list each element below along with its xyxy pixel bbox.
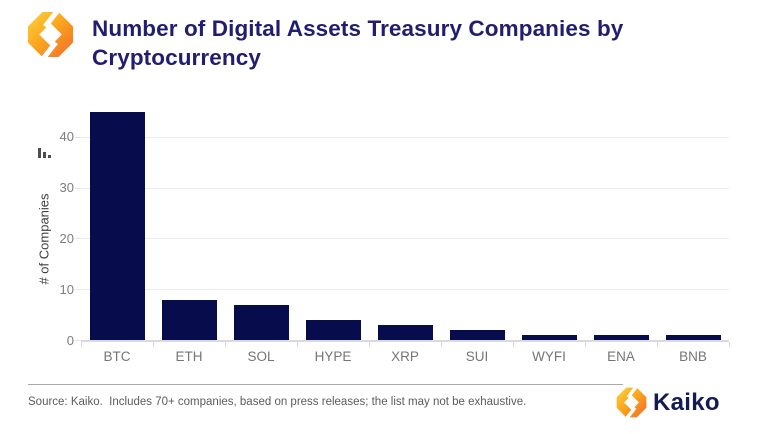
x-tick-label-ETH: ETH bbox=[175, 348, 203, 364]
gridline-10 bbox=[81, 289, 729, 291]
kaiko-wordmark: Kaiko bbox=[653, 389, 720, 416]
page-title-line-1: Number of Digital Assets Treasury Compan… bbox=[92, 16, 624, 41]
bar-SOL bbox=[233, 304, 289, 341]
bar-XRP bbox=[377, 325, 433, 341]
x-tick-mark-3 bbox=[297, 341, 298, 347]
y-tick-mark-0 bbox=[75, 340, 81, 341]
x-tick-label-ENA: ENA bbox=[607, 348, 635, 364]
kaiko-footer-logo-icon bbox=[616, 384, 647, 421]
bar-ENA bbox=[593, 335, 649, 341]
x-tick-mark-1 bbox=[153, 341, 154, 347]
y-tick-mark-40 bbox=[75, 136, 81, 138]
mini-bar-chart-icon bbox=[38, 146, 54, 159]
x-tick-mark-4 bbox=[369, 341, 370, 347]
y-tick-label-40: 40 bbox=[59, 129, 74, 145]
y-tick-mark-30 bbox=[75, 187, 81, 189]
bar-BTC bbox=[89, 112, 145, 341]
x-tick-mark-9 bbox=[729, 341, 730, 347]
x-tick-label-WYFI: WYFI bbox=[532, 348, 566, 364]
x-tick-label-SOL: SOL bbox=[247, 348, 275, 364]
x-tick-label-XRP: XRP bbox=[391, 348, 419, 364]
x-tick-label-BNB: BNB bbox=[679, 348, 707, 364]
gridline-30 bbox=[81, 187, 729, 189]
y-tick-label-0: 0 bbox=[66, 332, 74, 348]
bar-HYPE bbox=[305, 320, 361, 341]
kaiko-logo-icon bbox=[27, 7, 74, 62]
x-tick-mark-7 bbox=[585, 341, 586, 347]
y-tick-label-10: 10 bbox=[59, 281, 74, 297]
x-tick-mark-8 bbox=[657, 341, 658, 347]
bar-SUI bbox=[449, 330, 505, 341]
x-tick-label-BTC: BTC bbox=[103, 348, 131, 364]
gridline-40 bbox=[81, 136, 729, 138]
bar-ETH bbox=[161, 299, 217, 341]
gridline-20 bbox=[81, 238, 729, 240]
y-tick-mark-20 bbox=[75, 238, 81, 240]
y-tick-label-20: 20 bbox=[59, 230, 74, 246]
x-tick-label-HYPE: HYPE bbox=[314, 348, 352, 364]
source-note: Source: Kaiko. Includes 70+ companies, b… bbox=[28, 396, 527, 408]
x-axis-line bbox=[81, 339, 729, 342]
page-title: Number of Digital Assets Treasury Compan… bbox=[92, 14, 732, 72]
x-tick-label-SUI: SUI bbox=[465, 348, 489, 364]
bar-BNB bbox=[665, 335, 721, 341]
x-tick-mark-5 bbox=[441, 341, 442, 347]
y-tick-label-30: 30 bbox=[59, 180, 74, 196]
y-tick-mark-10 bbox=[75, 289, 81, 291]
x-tick-mark-0 bbox=[81, 341, 82, 347]
x-tick-mark-6 bbox=[513, 341, 514, 347]
page-title-line-2: Cryptocurrency bbox=[92, 45, 261, 70]
bar-WYFI bbox=[521, 335, 577, 341]
x-tick-mark-2 bbox=[225, 341, 226, 347]
footer-divider bbox=[28, 384, 623, 385]
